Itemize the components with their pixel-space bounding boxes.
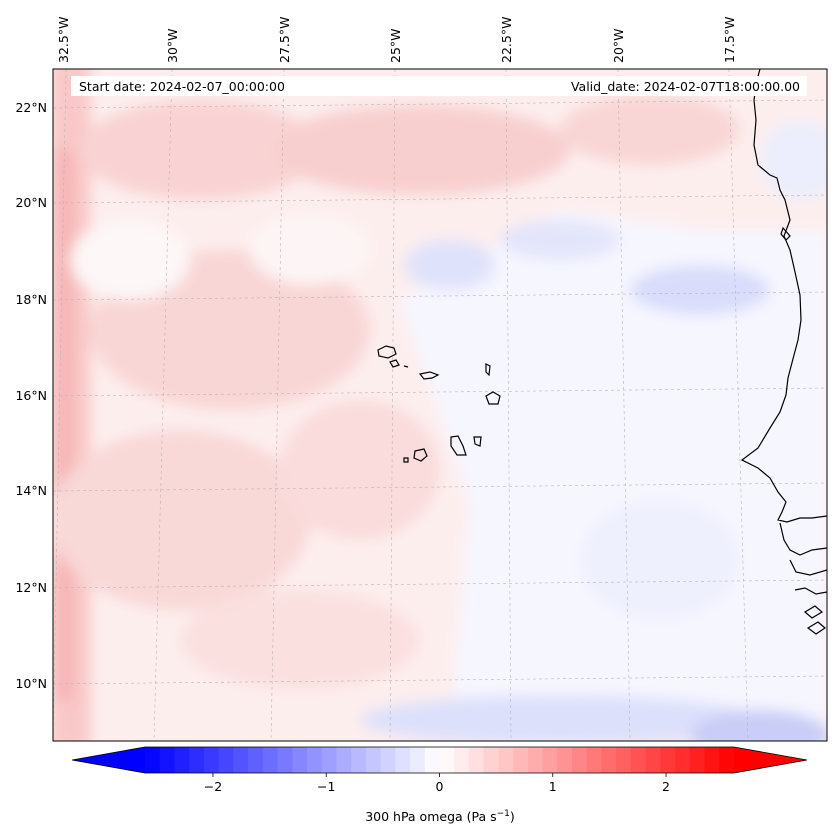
- island-santiago: [450, 435, 467, 456]
- longitude-labels: 32.5°W 30°W 27.5°W 25°W 22.5°W 20°W 17.5…: [56, 17, 737, 63]
- lat-label: 10°N: [15, 676, 47, 691]
- lat-label: 18°N: [15, 292, 47, 307]
- colorbar-cell: [542, 747, 558, 773]
- lon-label: 27.5°W: [277, 17, 292, 63]
- island-santo-antao: [377, 345, 397, 359]
- colorbar-cell: [689, 747, 706, 773]
- colorbar-cell: [277, 747, 293, 773]
- island-maio: [473, 436, 482, 447]
- colorbar-cell: [586, 747, 603, 773]
- colorbar-tick-label: 0: [436, 779, 444, 794]
- colorbar-cell: [660, 747, 676, 773]
- colorbar-cell: [365, 747, 382, 773]
- lat-label: 22°N: [15, 100, 47, 115]
- colorbar-cell: [395, 747, 411, 773]
- colorbar-cell: [159, 747, 176, 773]
- colorbar-cell: [498, 747, 514, 773]
- colorbar-cell: [675, 747, 691, 773]
- island-sao-nicolau: [418, 371, 440, 380]
- lat-label: 16°N: [15, 388, 47, 403]
- cape-verde-islands: [377, 345, 501, 463]
- colorbar-cell: [527, 747, 544, 773]
- colorbar-cell: [454, 747, 470, 773]
- island-sal: [485, 363, 491, 377]
- colorbar-tick-label: −2: [204, 779, 222, 794]
- omega-field: [53, 69, 827, 741]
- colorbar-extend-low: [72, 747, 145, 773]
- lon-label: 25°W: [388, 28, 403, 63]
- latitude-labels: 22°N 20°N 18°N 16°N 14°N 12°N 10°N: [15, 100, 47, 691]
- colorbar-extend-high: [734, 747, 807, 773]
- colorbar-cell: [704, 747, 720, 773]
- colorbar-cell: [572, 747, 588, 773]
- colorbar-cell: [645, 747, 661, 773]
- colorbar-cell: [233, 747, 249, 773]
- graticule: [53, 69, 827, 741]
- lon-label: 32.5°W: [56, 17, 71, 63]
- island-fogo: [413, 448, 428, 462]
- map-panel: Start date: 2024-02-07_00:00:00 Valid_da…: [15, 17, 828, 742]
- colorbar-cell: [513, 747, 529, 773]
- map-frame: [52, 68, 828, 742]
- colorbar-label: 300 hPa omega (Pa s−1): [365, 809, 515, 824]
- colorbar-cell: [468, 747, 485, 773]
- colorbar-cell: [336, 747, 352, 773]
- colorbar-cell: [306, 747, 323, 773]
- colorbar-cell: [262, 747, 279, 773]
- colorbar-cell: [218, 747, 234, 773]
- colorbar: −2 −1 0 1 2 300 hPa omega (Pa s−1): [71, 746, 808, 824]
- omega-contours: [53, 69, 827, 741]
- colorbar-cell: [719, 747, 735, 773]
- africa-coastline: [740, 69, 827, 523]
- colorbar-tick-label: 2: [662, 779, 670, 794]
- island-santa-luzia: [403, 365, 409, 368]
- colorbar-cell: [380, 747, 396, 773]
- lon-label: 22.5°W: [499, 17, 514, 63]
- colorbar-cell: [321, 747, 338, 773]
- colorbar-cell: [483, 747, 499, 773]
- start-date-label: Start date: 2024-02-07_00:00:00: [79, 79, 285, 94]
- lon-label: 17.5°W: [722, 17, 737, 63]
- colorbar-tick-label: −1: [317, 779, 335, 794]
- lat-label: 14°N: [15, 483, 47, 498]
- lat-label: 12°N: [15, 580, 47, 595]
- colorbar-cell: [424, 747, 441, 773]
- colorbar-cell: [616, 747, 632, 773]
- colorbar-tick-label: 1: [549, 779, 557, 794]
- colorbar-cell: [292, 747, 308, 773]
- colorbar-ticks: −2 −1 0 1 2: [204, 773, 670, 794]
- valid-date-label: Valid_date: 2024-02-07T18:00:00.00: [571, 79, 800, 94]
- date-annotation-box: [71, 76, 807, 96]
- lat-label: 20°N: [15, 195, 47, 210]
- colorbar-cells: [145, 747, 735, 773]
- colorbar-cell: [189, 747, 205, 773]
- colorbar-cell: [630, 747, 647, 773]
- colorbar-cell: [248, 747, 264, 773]
- colorbar-cell: [351, 747, 367, 773]
- colorbar-cell: [439, 747, 455, 773]
- colorbar-cell: [601, 747, 617, 773]
- island-sao-vicente: [389, 359, 400, 368]
- coastline: [740, 69, 827, 635]
- island-boa-vista: [485, 391, 501, 405]
- colorbar-outline: [71, 746, 808, 774]
- colorbar-cell: [145, 747, 161, 773]
- colorbar-cell: [203, 747, 220, 773]
- lon-label: 30°W: [165, 28, 180, 63]
- island-brava: [403, 457, 409, 463]
- colorbar-cell: [410, 747, 426, 773]
- colorbar-cell: [174, 747, 190, 773]
- colorbar-cell: [557, 747, 573, 773]
- lon-label: 20°W: [611, 28, 626, 63]
